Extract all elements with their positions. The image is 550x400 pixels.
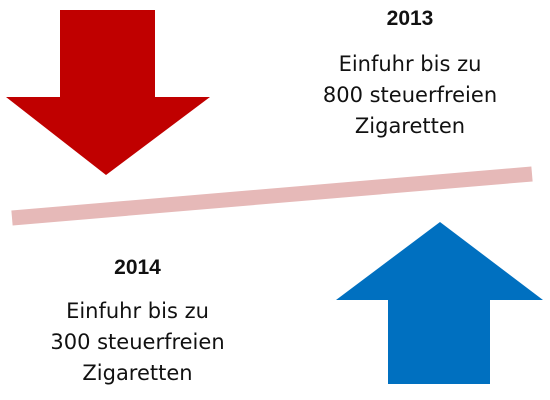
text-block-2013: 2013 Einfuhr bis zu 800 steuerfreien Zig…	[300, 6, 520, 142]
divider-line	[11, 166, 533, 226]
text-line-2: 300 steuerfreien	[50, 330, 225, 354]
text-line-3: Zigaretten	[82, 361, 193, 385]
text-line-1: Einfuhr bis zu	[66, 299, 209, 323]
text-line-2: 800 steuerfreien	[322, 83, 498, 107]
arrow-up-icon	[336, 222, 543, 384]
text-line-3: Zigaretten	[354, 114, 466, 138]
year-label-2013: 2013	[386, 7, 434, 30]
text-line-1: Einfuhr bis zu	[338, 52, 482, 76]
arrow-down-icon	[6, 10, 210, 175]
year-label-2014: 2014	[114, 256, 161, 279]
text-block-2014: 2014 Einfuhr bis zu 300 steuerfreien Zig…	[25, 255, 250, 389]
